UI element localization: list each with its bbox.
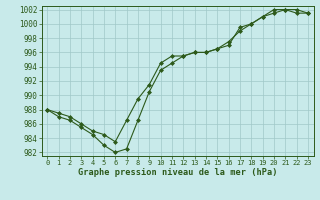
X-axis label: Graphe pression niveau de la mer (hPa): Graphe pression niveau de la mer (hPa) [78,168,277,177]
